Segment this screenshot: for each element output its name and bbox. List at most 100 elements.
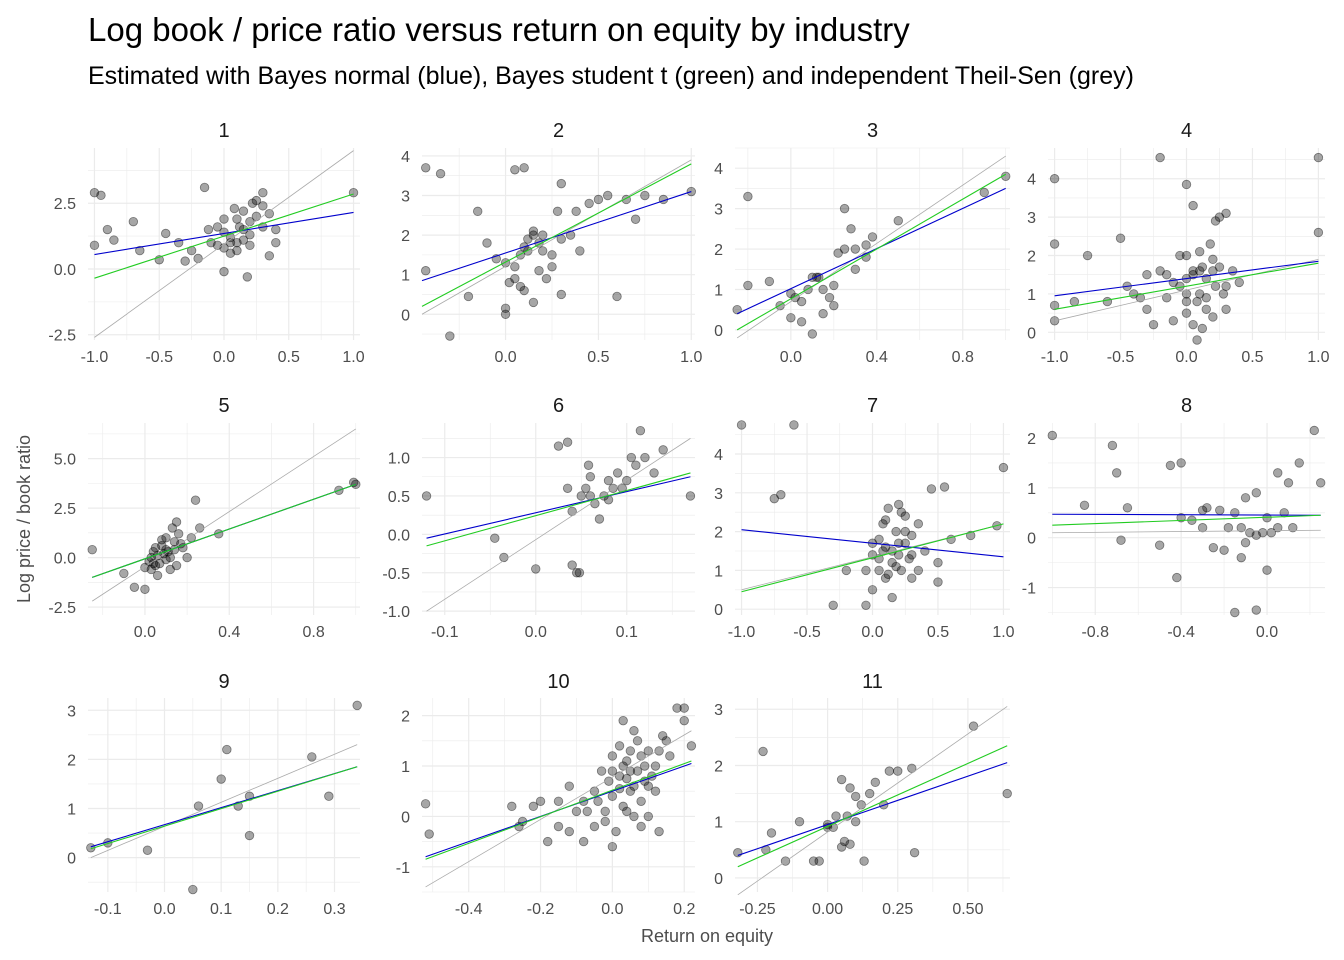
data-point [1181, 250, 1192, 261]
data-point [607, 791, 618, 801]
data-point [178, 543, 188, 553]
panel-1: 1 -1.0 -0.5 0.0 0.5 1.0 -2.5 0.0 2.5 [48, 120, 364, 366]
data-point [445, 331, 455, 341]
data-point [589, 821, 600, 832]
data-point [926, 484, 937, 494]
data-point [543, 836, 553, 847]
y-tick-label: 2 [714, 525, 723, 542]
data-point [665, 751, 675, 761]
x-tick-label: 1.0 [680, 349, 702, 366]
data-point [150, 560, 161, 571]
data-point [420, 799, 431, 809]
data-point [643, 781, 654, 791]
data-point [824, 292, 835, 303]
data-point [893, 766, 903, 776]
data-point [839, 203, 850, 214]
data-point [167, 523, 178, 533]
data-point [612, 291, 622, 302]
data-point [611, 826, 621, 837]
bayes-normal-line [94, 211, 354, 256]
data-point [1215, 505, 1225, 515]
data-point [219, 266, 229, 277]
data-point [643, 811, 654, 822]
data-point [968, 721, 979, 731]
data-point [640, 452, 650, 463]
data-point [119, 568, 129, 579]
data-point [128, 216, 139, 227]
facet-label: 10 [547, 671, 569, 693]
panel-11: 11 -0.25 0.00 0.25 0.50 0 1 2 3 [714, 671, 1012, 918]
data-point [1221, 304, 1231, 314]
y-tick-label: 1 [401, 759, 410, 776]
data-point [896, 565, 907, 576]
data-point [1219, 545, 1229, 555]
data-point [640, 190, 650, 201]
data-point [504, 277, 514, 288]
data-point [841, 565, 852, 576]
data-point [157, 535, 167, 545]
data-point [157, 541, 167, 551]
data-point [1208, 542, 1219, 553]
data-point [891, 526, 901, 537]
panel-4: 4 -1.0 -0.5 0.0 0.5 1.0 0 1 2 3 4 [1027, 120, 1330, 366]
data-point [109, 235, 119, 245]
data-point [1155, 152, 1165, 163]
data-point [258, 188, 268, 198]
data-point [612, 468, 623, 478]
data-point [1181, 308, 1192, 318]
data-point [850, 791, 861, 802]
x-tick-label: 0.50 [952, 901, 983, 918]
data-point [913, 519, 924, 529]
data-point [264, 251, 275, 261]
data-point [629, 811, 639, 822]
data-point [764, 276, 775, 287]
data-point [776, 490, 786, 500]
theil-sen-line [426, 438, 691, 612]
data-point [535, 796, 546, 806]
data-point [907, 550, 917, 560]
data-point [1236, 552, 1246, 563]
data-point [649, 468, 659, 478]
data-point [247, 198, 258, 208]
data-point [571, 206, 581, 217]
data-point [1197, 523, 1208, 533]
data-point [618, 715, 628, 726]
panel-2: 2 0.0 0.5 1.0 0 1 2 3 4 [401, 120, 702, 366]
data-point [154, 558, 165, 569]
x-tick-label: 0.0 [494, 349, 516, 366]
x-tick-label: 0.25 [882, 901, 913, 918]
data-point [1162, 293, 1172, 303]
data-point [519, 285, 529, 296]
panel-8: 8 -0.8 -0.4 0.0 -1 0 1 2 [1022, 395, 1326, 641]
panel-3: 3 0.0 0.4 0.8 0 1 2 3 4 [714, 120, 1011, 366]
data-point [348, 188, 359, 198]
data-point [161, 533, 171, 543]
data-point [607, 841, 618, 852]
data-point [1047, 430, 1057, 441]
data-point [1202, 503, 1212, 513]
data-point [887, 557, 897, 568]
data-point [596, 766, 607, 776]
x-tick-label: -0.5 [1107, 349, 1135, 366]
data-point [614, 741, 625, 751]
data-point [807, 329, 818, 339]
data-point [572, 568, 582, 578]
data-point [1201, 304, 1211, 314]
data-point [893, 216, 903, 226]
x-tick-label: -0.25 [739, 901, 776, 918]
y-tick-label: 2 [1027, 249, 1036, 266]
bayes-student-t-line [425, 760, 692, 860]
data-point [630, 214, 641, 224]
x-axis-title: Return on equity [641, 926, 773, 946]
facet-label: 4 [1181, 120, 1192, 142]
data-point [150, 543, 161, 553]
data-point [1294, 458, 1304, 468]
y-tick-label: 0.0 [54, 262, 76, 279]
data-point [850, 817, 861, 827]
data-point [861, 240, 871, 250]
bayes-normal-line [1052, 513, 1321, 516]
data-point [758, 746, 768, 757]
data-point [567, 506, 577, 517]
data-point [636, 796, 646, 806]
data-point [1194, 289, 1205, 299]
